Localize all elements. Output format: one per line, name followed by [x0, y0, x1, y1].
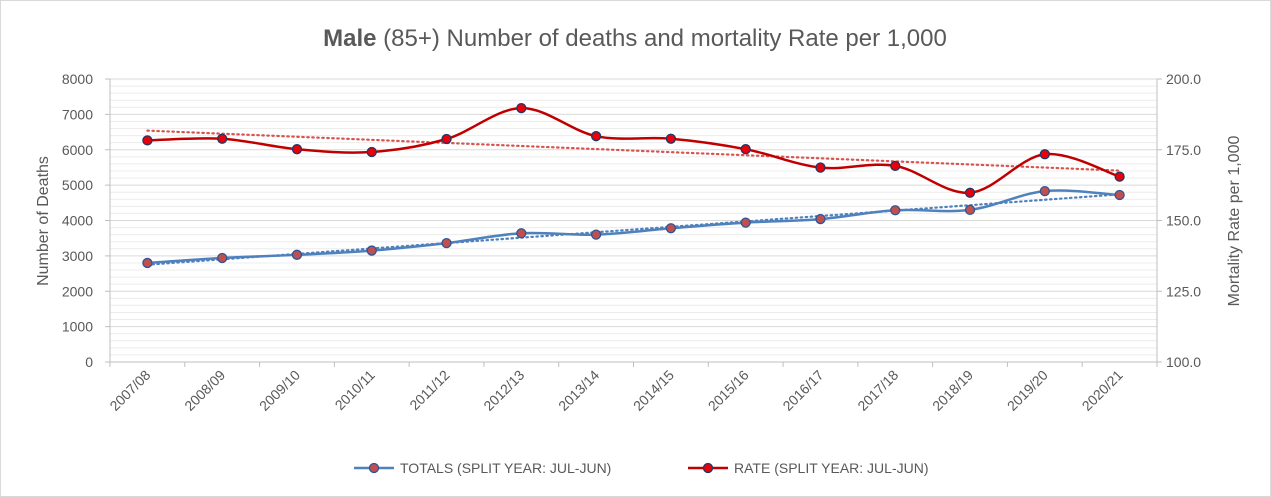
legend: TOTALS (SPLIT YEAR: JUL-JUN) RATE (SPLIT … [354, 460, 928, 476]
left-tick-label: 3000 [62, 248, 93, 264]
x-axis-ticks: 2007/08 2008/09 2009/10 2010/11 2011/12 2012/… [106, 362, 1158, 414]
x-tick-label: 2014/15 [630, 367, 677, 414]
left-tick-label: 7000 [62, 106, 93, 122]
left-tick-label: 4000 [62, 213, 93, 229]
data-point-totals [291, 249, 303, 260]
x-tick-label: 2010/11 [332, 367, 379, 414]
legend-marker-totals [368, 462, 380, 474]
data-point-rate [590, 131, 602, 142]
data-point-totals [964, 204, 976, 216]
x-tick-label: 2011/12 [406, 367, 453, 414]
legend-label-rate: RATE (SPLIT YEAR: JUL-JUN) [734, 460, 928, 476]
x-tick-label: 2013/14 [555, 367, 602, 414]
left-tick-label: 1000 [62, 319, 93, 335]
x-tick-label: 2008/09 [181, 367, 228, 414]
right-axis-title: Mortality Rate per 1,000 [1226, 136, 1243, 307]
trendline-rate [146, 129, 1121, 172]
left-axis-ticks: 0 1000 2000 3000 4000 5000 6000 7000 8000 [62, 71, 110, 370]
data-point-rate [665, 133, 677, 144]
data-point-rate [1039, 149, 1050, 160]
chart-title-rest: (85+) Number of deaths and mortality Rat… [377, 25, 947, 52]
data-point-totals [665, 223, 677, 234]
x-tick-label: 2017/18 [854, 367, 901, 414]
data-point-rate [1114, 171, 1125, 182]
data-point-totals [217, 252, 228, 264]
data-point-rate [217, 133, 228, 144]
chart-title-bold: Male [323, 25, 376, 52]
left-tick-label: 2000 [62, 283, 93, 299]
right-tick-label: 150.0 [1166, 213, 1201, 229]
left-tick-label: 6000 [62, 142, 93, 158]
data-point-rate [740, 144, 751, 155]
right-tick-label: 200.0 [1166, 71, 1201, 87]
series-line-totals [147, 189, 1120, 265]
data-point-totals [441, 237, 452, 249]
data-point-rate [964, 187, 976, 198]
legend-label-totals: TOTALS (SPLIT YEAR: JUL-JUN) [400, 460, 611, 476]
data-point-rate [366, 146, 377, 158]
right-tick-label: 100.0 [1166, 354, 1201, 370]
left-axis-title: Number of Deaths [35, 156, 52, 286]
data-point-totals [590, 229, 602, 240]
left-tick-label: 8000 [62, 71, 93, 87]
data-point-rate [890, 160, 901, 172]
data-point-totals [142, 257, 153, 269]
x-tick-label: 2015/16 [705, 367, 752, 414]
data-point-totals [815, 213, 826, 225]
data-point-totals [740, 217, 751, 228]
x-tick-label: 2019/20 [1004, 367, 1051, 414]
data-point-rate [815, 162, 826, 173]
data-point-rate [291, 144, 303, 155]
left-tick-label: 0 [85, 354, 93, 370]
x-tick-label: 2007/08 [106, 367, 153, 414]
x-tick-label: 2020/21 [1079, 367, 1126, 414]
data-point-rate [142, 135, 153, 146]
x-tick-label: 2009/10 [256, 367, 303, 414]
left-tick-label: 5000 [62, 177, 93, 193]
right-axis-ticks: 100.0 125.0 150.0 175.0 200.0 [1157, 71, 1201, 370]
x-tick-label: 2018/19 [929, 367, 976, 414]
gridlines [110, 78, 1157, 363]
data-point-totals [366, 245, 377, 256]
right-tick-label: 175.0 [1166, 142, 1201, 158]
data-point-totals [1114, 189, 1125, 201]
data-point-rate [516, 102, 527, 114]
right-tick-label: 125.0 [1166, 283, 1201, 299]
data-point-totals [1039, 185, 1050, 197]
data-point-totals [890, 205, 901, 216]
x-tick-label: 2016/17 [779, 367, 826, 414]
chart-title: Male (85+) Number of deaths and mortalit… [323, 25, 947, 52]
data-point-rate [441, 133, 452, 145]
legend-marker-rate [702, 462, 714, 474]
data-point-totals [516, 228, 527, 239]
series [142, 102, 1125, 269]
x-tick-label: 2012/13 [480, 367, 527, 414]
